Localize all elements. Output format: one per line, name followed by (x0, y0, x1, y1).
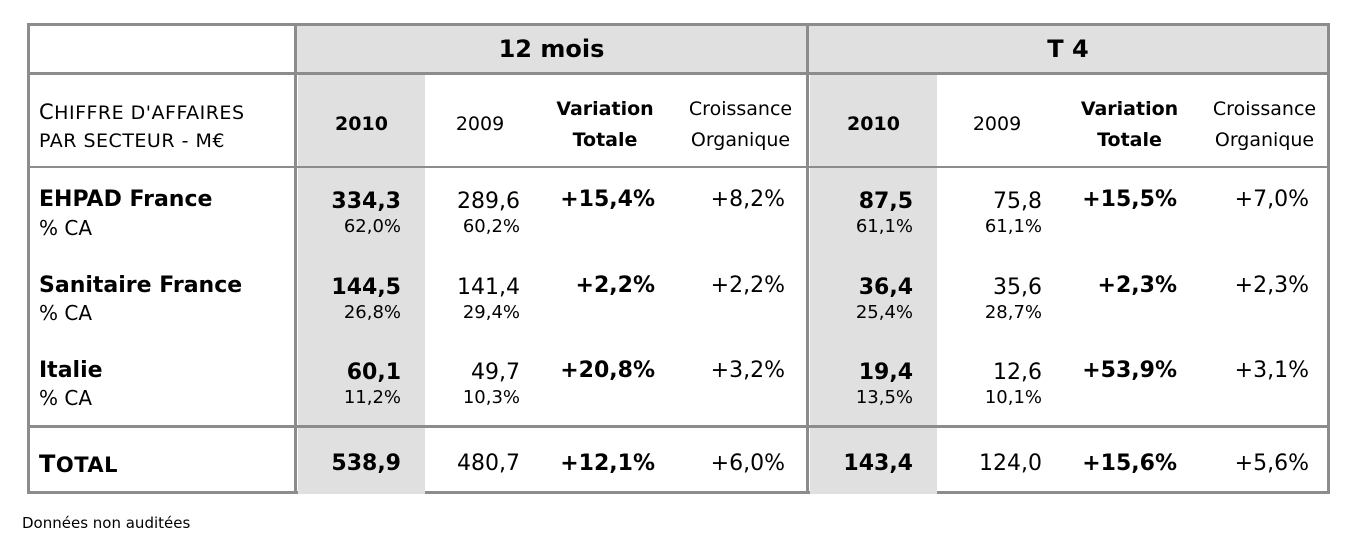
total-t4-2009: 124,0 (979, 451, 1042, 476)
row-sublabel-ehpad: % CA (39, 216, 93, 240)
italie-12m-organique: +3,2% (710, 358, 785, 383)
total-t4-variation: +15,6% (1082, 451, 1177, 476)
sanitaire-12m-2010-pct: 26,8% (343, 302, 401, 323)
ehpad-t4-2009: 75,8 (993, 189, 1042, 214)
row-sublabel-italie: % CA (39, 386, 93, 410)
sanitaire-t4-2009: 35,6 (993, 275, 1042, 300)
col-12m-2010: 2010 (335, 113, 388, 135)
italie-t4-2010-pct: 13,5% (855, 387, 913, 408)
col-t4-croissance-l2: Organique (1214, 129, 1315, 151)
ehpad-t4-2009-pct: 61,1% (984, 216, 1042, 237)
ehpad-12m-2009: 289,6 (457, 189, 520, 214)
row-header-line2: PAR SECTEUR - M€ (39, 130, 225, 152)
sanitaire-12m-variation: +2,2% (575, 273, 655, 298)
ehpad-12m-2009-pct: 60,2% (462, 216, 520, 237)
col-t4-croissance-l1: Croissance (1212, 98, 1317, 120)
sanitaire-t4-variation: +2,3% (1097, 273, 1177, 298)
italie-12m-variation: +20,8% (560, 358, 655, 383)
ehpad-t4-organique: +7,0% (1234, 187, 1309, 212)
italie-t4-2009-pct: 10,1% (984, 387, 1042, 408)
col-12m-croissance: Croissance Organique (675, 94, 806, 156)
total-rest: OTAL (55, 453, 119, 477)
sanitaire-t4-organique: +2,3% (1234, 273, 1309, 298)
col-t4-2010: 2010 (847, 113, 900, 135)
line-under-header (30, 166, 1327, 168)
ehpad-t4-variation: +15,5% (1082, 187, 1177, 212)
italie-t4-variation: +53,9% (1082, 358, 1177, 383)
ehpad-t4-2010: 87,5 (858, 189, 913, 214)
col-t4-2009: 2009 (972, 113, 1022, 135)
col-t4-croissance: Croissance Organique (1202, 94, 1327, 156)
italie-12m-2010-pct: 11,2% (343, 387, 401, 408)
sanitaire-12m-2009-pct: 29,4% (462, 302, 520, 323)
ehpad-t4-2010-pct: 61,1% (855, 216, 913, 237)
group-12-mois: 12 mois (498, 35, 605, 63)
row-header-label: CHIFFRE D'AFFAIRES PAR SECTEUR - M€ (39, 98, 245, 155)
results-table: 12 mois T 4 CHIFFRE D'AFFAIRES PAR SECTE… (27, 23, 1330, 494)
row-label-total: TOTAL (39, 452, 118, 476)
line-above-total (30, 425, 1327, 428)
shade-t4-2010 (810, 74, 937, 494)
line-after-label (294, 26, 297, 491)
ehpad-12m-variation: +15,4% (560, 187, 655, 212)
total-12m-organique: +6,0% (710, 451, 785, 476)
line-between-groups (806, 26, 809, 491)
sanitaire-t4-2010: 36,4 (858, 275, 913, 300)
ehpad-12m-2010: 334,3 (331, 189, 401, 214)
shade-group-header (296, 26, 1327, 73)
col-12m-variation-l2: Totale (572, 129, 638, 151)
sanitaire-t4-2010-pct: 25,4% (855, 302, 913, 323)
footnote: Données non auditées (22, 514, 191, 532)
row-header-line1: HIFFRE D'AFFAIRES (54, 102, 245, 124)
ehpad-12m-organique: +8,2% (710, 187, 785, 212)
total-12m-2009: 480,7 (457, 451, 520, 476)
sanitaire-12m-2009: 141,4 (457, 275, 520, 300)
sanitaire-12m-organique: +2,2% (710, 273, 785, 298)
row-label-ehpad: EHPAD France (39, 187, 213, 212)
italie-12m-2010: 60,1 (346, 360, 401, 385)
col-12m-croissance-l1: Croissance (688, 98, 793, 120)
col-t4-variation: Variation Totale (1057, 94, 1202, 156)
col-t4-variation-l1: Variation (1080, 98, 1179, 120)
col-12m-croissance-l2: Organique (690, 129, 791, 151)
italie-t4-organique: +3,1% (1234, 358, 1309, 383)
row-sublabel-sanitaire: % CA (39, 301, 93, 325)
sanitaire-12m-2010: 144,5 (331, 275, 401, 300)
row-label-sanitaire: Sanitaire France (39, 273, 243, 298)
total-t4-2010: 143,4 (843, 451, 913, 476)
row-header-cap: C (39, 100, 55, 124)
ehpad-12m-2010-pct: 62,0% (343, 216, 401, 237)
col-12m-variation-l1: Variation (556, 98, 654, 120)
group-t4: T 4 (1047, 35, 1089, 63)
sanitaire-t4-2009-pct: 28,7% (984, 302, 1042, 323)
shade-12m-2010 (298, 74, 425, 494)
italie-t4-2010: 19,4 (858, 360, 913, 385)
italie-12m-2009-pct: 10,3% (462, 387, 520, 408)
italie-12m-2009: 49,7 (471, 360, 520, 385)
row-label-italie: Italie (39, 358, 103, 383)
total-cap: T (39, 450, 56, 478)
total-12m-2010: 538,9 (331, 451, 401, 476)
col-t4-variation-l2: Totale (1097, 129, 1162, 151)
line-under-group (30, 72, 1327, 75)
italie-t4-2009: 12,6 (993, 360, 1042, 385)
total-t4-organique: +5,6% (1234, 451, 1309, 476)
total-12m-variation: +12,1% (560, 451, 655, 476)
col-12m-2009: 2009 (455, 113, 505, 135)
col-12m-variation: Variation Totale (535, 94, 675, 156)
